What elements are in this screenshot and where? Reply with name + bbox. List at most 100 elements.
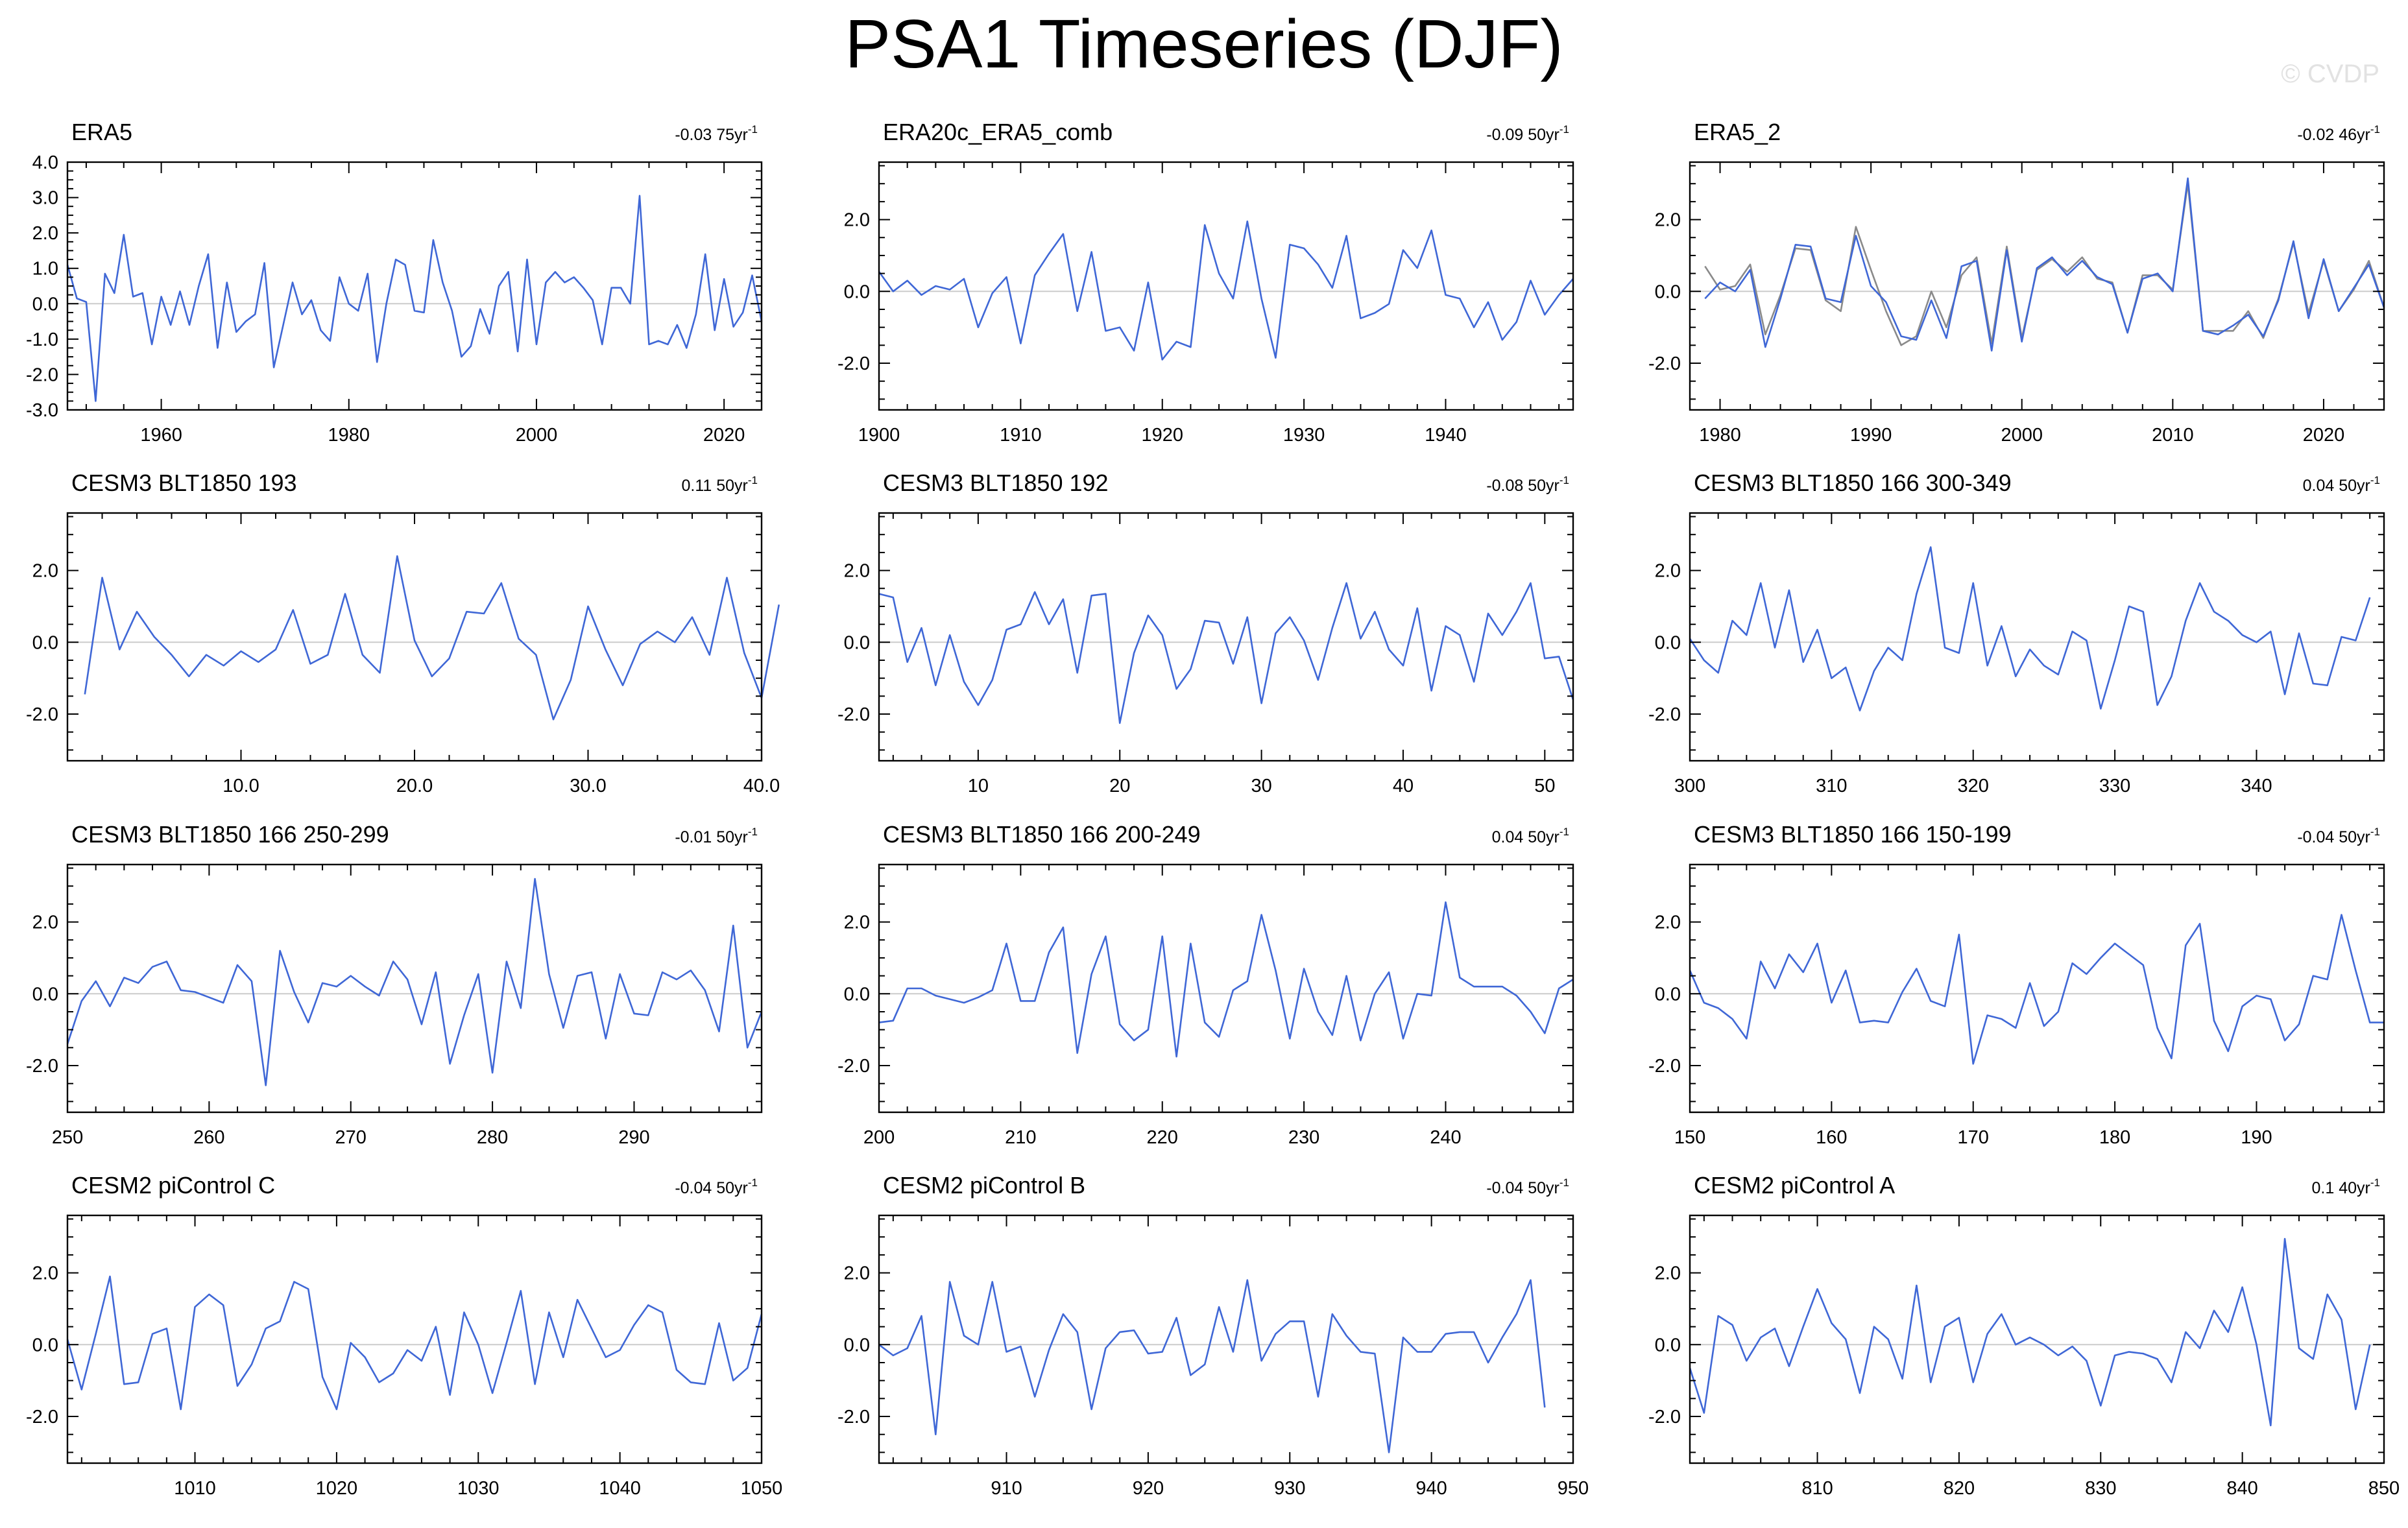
panel-title: CESM2 piControl B	[883, 1172, 1085, 1199]
y-tick-label: 2.0	[844, 913, 870, 933]
x-tick-label: 950	[1558, 1478, 1589, 1499]
y-tick-label: -2.0	[26, 704, 58, 725]
x-tick-label: 2020	[2303, 425, 2345, 446]
series-line	[878, 582, 1574, 724]
x-tick-label: 2000	[516, 425, 558, 446]
chart-panel: -2.0 0.0 2.0 1980 1990 2000 2010 2020 ERA5_2 -0.0…	[1648, 119, 2385, 446]
trend-label: -0.04 50yr-1	[675, 1176, 758, 1197]
plot-frame	[1689, 512, 2385, 762]
y-tick-label: 2.0	[32, 223, 58, 244]
chart-panel: -2.0 0.0 2.0 10 20 30 40 50 CESM3 BLT1850 192 -0.…	[837, 470, 1574, 796]
x-tick-label: 1010	[174, 1478, 216, 1499]
plot-frame	[66, 1214, 763, 1464]
y-tick-label: 2.0	[1655, 913, 1681, 933]
plot-frame	[878, 863, 1574, 1114]
x-tick-label: 150	[1674, 1127, 1705, 1148]
y-tick-label: -2.0	[1648, 1407, 1681, 1427]
x-tick-label: 810	[1801, 1478, 1833, 1499]
y-tick-label: -2.0	[1648, 353, 1681, 374]
series-line	[878, 901, 1574, 1058]
x-tick-label: 40.0	[743, 776, 780, 796]
x-tick-label: 1940	[1425, 425, 1467, 446]
x-tick-label: 280	[477, 1127, 508, 1148]
x-tick-label: 40	[1393, 776, 1414, 796]
trend-label: -0.03 75yr-1	[675, 123, 758, 144]
trend-label: 0.04 50yr-1	[1492, 826, 1569, 846]
y-tick-label: 2.0	[1655, 210, 1681, 231]
trend-label: -0.01 50yr-1	[675, 826, 758, 846]
x-tick-label: 180	[2099, 1127, 2130, 1148]
y-tick-label: 0.0	[32, 1335, 58, 1355]
panel-title: ERA20c_ERA5_comb	[883, 119, 1113, 145]
x-tick-label: 50	[1534, 776, 1555, 796]
series-line	[84, 555, 780, 721]
x-tick-label: 850	[2368, 1478, 2400, 1499]
trend-label: -0.04 50yr-1	[1486, 1176, 1569, 1197]
x-tick-label: 1900	[858, 425, 900, 446]
chart-panel: -2.0 0.0 2.0 200 210 220 230 240 CESM3 BLT1850 1…	[837, 821, 1574, 1148]
x-tick-label: 330	[2099, 776, 2130, 796]
chart-panel: -2.0 0.0 2.0 1010 1020 1030 1040 1050 CESM2 piCo…	[26, 1172, 783, 1499]
panel-title: ERA5_2	[1694, 119, 1781, 145]
y-tick-label: 0.0	[32, 294, 58, 315]
y-tick-label: -2.0	[1648, 1056, 1681, 1077]
y-tick-label: 0.0	[32, 632, 58, 653]
page-title: PSA1 Timeseries (DJF)	[845, 6, 1563, 82]
plot-frame	[66, 161, 763, 411]
y-tick-label: 0.0	[32, 984, 58, 1005]
x-tick-label: 300	[1674, 776, 1705, 796]
x-tick-label: 1050	[741, 1478, 783, 1499]
series-line	[66, 877, 763, 1086]
chart-panel: -2.0 0.0 2.0 150 160 170 180 190 CESM3 BLT1850 1…	[1648, 821, 2385, 1148]
trend-label: -0.09 50yr-1	[1486, 123, 1569, 144]
y-tick-label: -2.0	[837, 1056, 870, 1077]
y-tick-label: 2.0	[1655, 561, 1681, 582]
y-tick-label: -2.0	[837, 1407, 870, 1427]
series-line	[66, 195, 763, 402]
y-tick-label: -1.0	[26, 329, 58, 350]
y-tick-label: 2.0	[844, 561, 870, 582]
plot-frame	[1689, 1214, 2385, 1464]
x-tick-label: 1910	[1000, 425, 1042, 446]
chart-panel: -2.0 0.0 2.0 910 920 930 940 950 CESM2 piControl…	[837, 1172, 1589, 1499]
panel-title: CESM2 piControl C	[71, 1172, 275, 1199]
overlay-series-line	[1704, 182, 2385, 346]
x-tick-label: 290	[618, 1127, 649, 1148]
x-tick-label: 830	[2085, 1478, 2116, 1499]
y-tick-label: 2.0	[844, 210, 870, 231]
x-tick-label: 320	[1958, 776, 1989, 796]
x-tick-label: 1960	[140, 425, 182, 446]
panel-title: CESM3 BLT1850 166 150-199	[1694, 821, 2012, 848]
y-tick-label: -2.0	[837, 353, 870, 374]
series-line	[878, 221, 1574, 361]
trend-label: -0.08 50yr-1	[1486, 474, 1569, 495]
panel-title: CESM3 BLT1850 166 250-299	[71, 821, 389, 848]
panel-title: CESM3 BLT1850 192	[883, 470, 1109, 496]
y-tick-label: 2.0	[32, 1263, 58, 1284]
y-tick-label: 0.0	[1655, 632, 1681, 653]
x-tick-label: 340	[2241, 776, 2272, 796]
series-line	[1689, 914, 2384, 1065]
y-tick-label: -2.0	[837, 704, 870, 725]
x-tick-label: 2020	[703, 425, 745, 446]
plot-frame	[878, 512, 1574, 762]
x-tick-label: 30	[1251, 776, 1271, 796]
y-tick-label: -2.0	[26, 364, 58, 385]
plot-frame	[878, 161, 1574, 411]
x-tick-label: 2010	[2152, 425, 2194, 446]
y-tick-label: 2.0	[1655, 1263, 1681, 1284]
plot-frame	[878, 1214, 1574, 1464]
y-tick-label: 0.0	[844, 1335, 870, 1355]
series-line	[1704, 177, 2385, 352]
trend-label: -0.04 50yr-1	[2297, 826, 2380, 846]
plot-frame	[66, 863, 763, 1114]
x-tick-label: 2000	[2001, 425, 2043, 446]
series-line	[878, 1279, 1546, 1453]
x-tick-label: 270	[335, 1127, 367, 1148]
x-tick-label: 260	[193, 1127, 224, 1148]
plot-frame	[1689, 161, 2385, 411]
panel-title: CESM3 BLT1850 166 300-349	[1694, 470, 2012, 496]
y-tick-label: 4.0	[32, 152, 58, 173]
x-tick-label: 930	[1274, 1478, 1305, 1499]
x-tick-label: 30.0	[570, 776, 606, 796]
